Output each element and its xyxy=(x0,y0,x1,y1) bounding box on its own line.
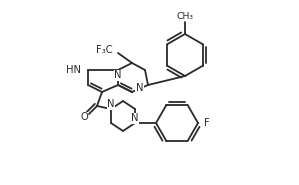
Text: F₃C: F₃C xyxy=(96,45,112,55)
Text: N: N xyxy=(114,70,122,80)
Text: O: O xyxy=(80,112,88,122)
Text: F: F xyxy=(204,118,210,128)
Text: HN: HN xyxy=(66,65,81,75)
Text: N: N xyxy=(136,83,144,93)
Text: N: N xyxy=(131,113,139,123)
Text: CH₃: CH₃ xyxy=(176,11,193,21)
Text: N: N xyxy=(107,99,115,109)
